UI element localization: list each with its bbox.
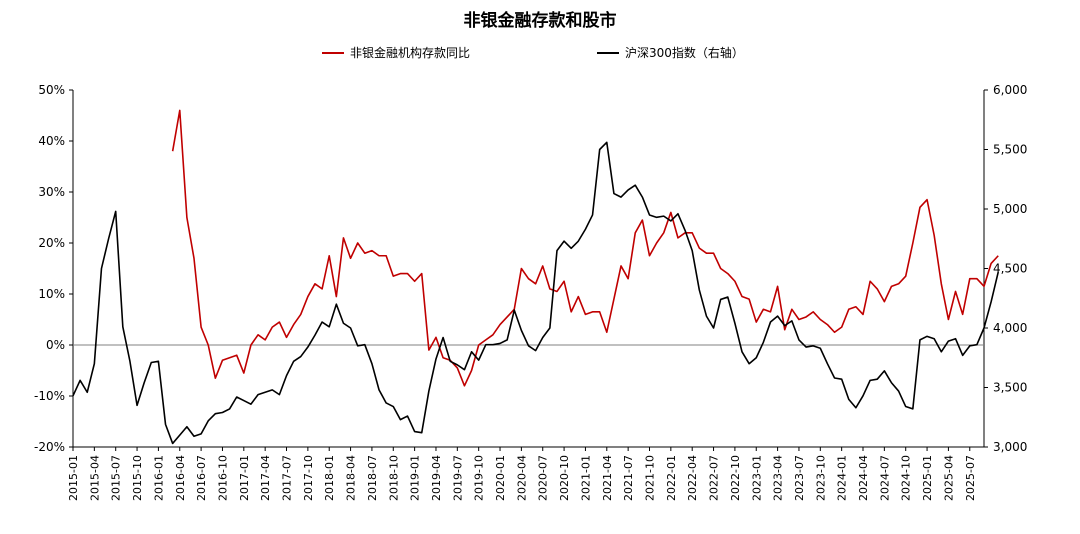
- left-tick-label: -20%: [34, 440, 65, 454]
- x-tick-label: 2019-10: [473, 455, 486, 501]
- legend-label-deposits: 非银金融机构存款同比: [350, 46, 471, 60]
- left-tick-label: 40%: [38, 134, 65, 148]
- x-tick-label: 2019-04: [430, 455, 443, 501]
- x-tick-label: 2015-07: [110, 455, 123, 501]
- right-tick-label: 6,000: [993, 83, 1027, 97]
- x-tick-label: 2023-04: [772, 455, 785, 501]
- x-tick-label: 2020-01: [494, 455, 507, 501]
- x-tick-label: 2019-07: [451, 455, 464, 501]
- legend: 非银金融机构存款同比 沪深300指数（右轴）: [0, 44, 1080, 64]
- x-tick-label: 2016-01: [152, 455, 165, 501]
- left-tick-label: -10%: [34, 389, 65, 403]
- legend-item-csi300: 沪深300指数（右轴）: [597, 44, 744, 61]
- x-tick-label: 2020-07: [537, 455, 550, 501]
- x-tick-label: 2022-01: [665, 455, 678, 501]
- x-tick-label: 2023-10: [814, 455, 827, 501]
- x-tick-label: 2024-04: [857, 455, 870, 501]
- right-tick-label: 5,500: [993, 143, 1027, 157]
- right-tick-label: 4,000: [993, 321, 1027, 335]
- right-tick-label: 3,000: [993, 440, 1027, 454]
- x-tick-label: 2017-07: [281, 455, 294, 501]
- left-tick-label: 10%: [38, 287, 65, 301]
- x-tick-label: 2016-07: [195, 455, 208, 501]
- legend-swatch-red: [322, 51, 344, 54]
- x-tick-label: 2018-10: [387, 455, 400, 501]
- x-tick-label: 2018-07: [366, 455, 379, 501]
- x-tick-label: 2015-04: [88, 455, 101, 501]
- left-tick-label: 0%: [46, 338, 65, 352]
- x-tick-label: 2023-07: [793, 455, 806, 501]
- x-tick-label: 2022-04: [686, 455, 699, 501]
- x-tick-label: 2016-04: [174, 455, 187, 501]
- x-tick-label: 2025-04: [942, 455, 955, 501]
- x-tick-label: 2024-10: [900, 455, 913, 501]
- x-tick-label: 2021-07: [622, 455, 635, 501]
- x-tick-label: 2025-01: [921, 455, 934, 501]
- x-tick-label: 2021-01: [579, 455, 592, 501]
- left-tick-label: 20%: [38, 236, 65, 250]
- left-tick-label: 30%: [38, 185, 65, 199]
- x-tick-label: 2020-10: [558, 455, 571, 501]
- legend-swatch-black: [597, 51, 619, 54]
- x-tick-label: 2021-10: [643, 455, 656, 501]
- x-tick-label: 2017-10: [302, 455, 315, 501]
- x-tick-label: 2020-04: [515, 455, 528, 501]
- x-tick-label: 2019-01: [409, 455, 422, 501]
- x-tick-label: 2015-10: [131, 455, 144, 501]
- right-tick-label: 4,500: [993, 262, 1027, 276]
- left-tick-label: 50%: [38, 83, 65, 97]
- legend-item-deposits: 非银金融机构存款同比: [322, 44, 470, 61]
- right-tick-label: 5,000: [993, 202, 1027, 216]
- x-tick-label: 2018-04: [345, 455, 358, 501]
- series-line-csi300: [72, 141, 1000, 445]
- right-tick-label: 3,500: [993, 381, 1027, 395]
- x-tick-label: 2024-07: [878, 455, 891, 501]
- x-tick-label: 2022-10: [729, 455, 742, 501]
- x-tick-label: 2016-10: [216, 455, 229, 501]
- x-tick-label: 2018-01: [323, 455, 336, 501]
- chart-title: 非银金融存款和股市: [463, 11, 617, 31]
- x-tick-label: 2017-01: [238, 455, 251, 501]
- x-tick-label: 2021-04: [601, 455, 614, 501]
- x-tick-label: 2017-04: [259, 455, 272, 501]
- legend-label-csi300: 沪深300指数（右轴）: [625, 46, 744, 60]
- x-tick-label: 2025-07: [964, 455, 977, 501]
- x-tick-label: 2023-01: [750, 455, 763, 501]
- x-tick-label: 2015-01: [67, 455, 80, 501]
- series-line-deposits: [171, 109, 999, 387]
- x-tick-label: 2022-07: [708, 455, 721, 501]
- x-tick-label: 2024-01: [836, 455, 849, 501]
